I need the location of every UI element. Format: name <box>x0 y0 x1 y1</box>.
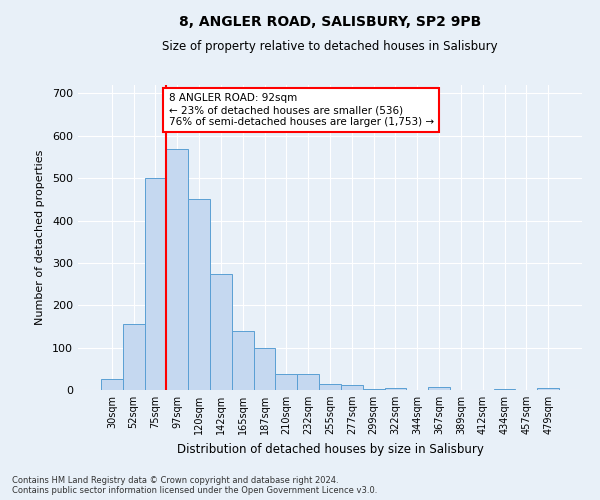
Bar <box>363 388 385 390</box>
Bar <box>341 385 363 390</box>
Text: Contains HM Land Registry data © Crown copyright and database right 2024.
Contai: Contains HM Land Registry data © Crown c… <box>12 476 377 495</box>
Bar <box>188 200 210 390</box>
Bar <box>297 374 319 390</box>
Bar <box>254 348 275 390</box>
Bar <box>385 388 406 390</box>
Bar <box>145 178 166 390</box>
Text: Size of property relative to detached houses in Salisbury: Size of property relative to detached ho… <box>162 40 498 53</box>
Text: 8 ANGLER ROAD: 92sqm
← 23% of detached houses are smaller (536)
76% of semi-deta: 8 ANGLER ROAD: 92sqm ← 23% of detached h… <box>169 94 434 126</box>
Y-axis label: Number of detached properties: Number of detached properties <box>35 150 45 325</box>
Bar <box>319 384 341 390</box>
Bar <box>210 274 232 390</box>
Bar <box>537 388 559 390</box>
Bar <box>428 386 450 390</box>
Bar <box>494 389 515 390</box>
Bar <box>275 374 297 390</box>
Text: 8, ANGLER ROAD, SALISBURY, SP2 9PB: 8, ANGLER ROAD, SALISBURY, SP2 9PB <box>179 15 481 29</box>
Bar <box>101 380 123 390</box>
Bar <box>123 324 145 390</box>
Bar <box>166 148 188 390</box>
X-axis label: Distribution of detached houses by size in Salisbury: Distribution of detached houses by size … <box>176 442 484 456</box>
Bar <box>232 330 254 390</box>
